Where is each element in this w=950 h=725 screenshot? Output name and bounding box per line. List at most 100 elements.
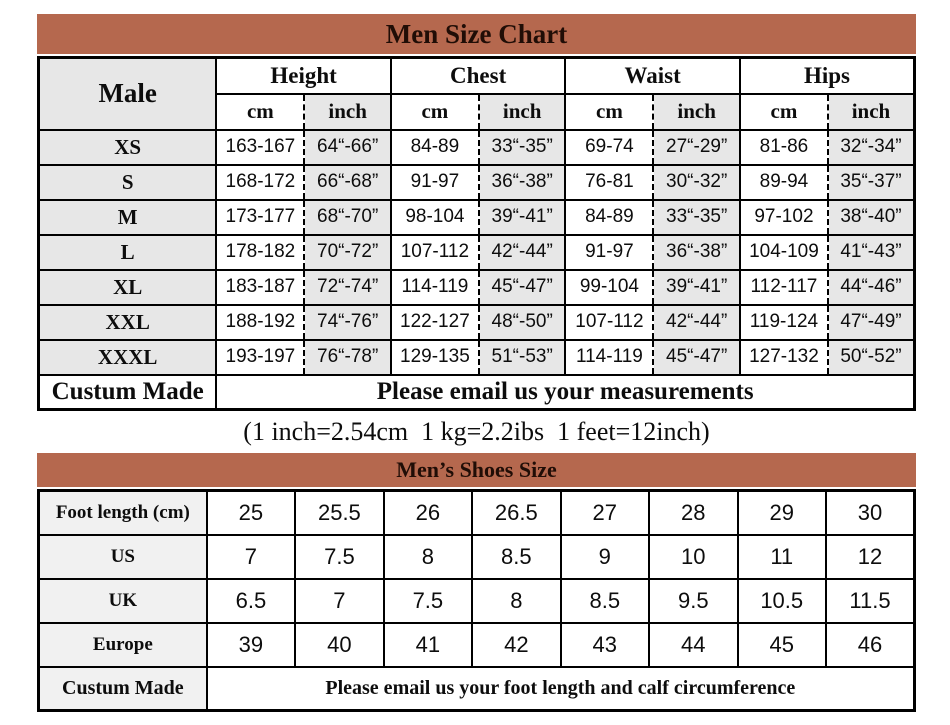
unit-header-cm: cm: [564, 92, 655, 131]
measurement-cell: 84-89: [564, 198, 655, 236]
measurement-cell: 35“-37”: [826, 163, 916, 201]
shoes-value-cell: 11.5: [824, 577, 916, 624]
measurement-cell: 91-97: [389, 163, 480, 201]
size-row-xxl: XXL 188-192 74“-76” 122-127 48“-50” 107-112 42…: [37, 303, 916, 341]
unit-header-cm: cm: [215, 92, 306, 131]
measurement-cell: 27“-29”: [652, 128, 741, 166]
shoes-chart-section: Men’s Shoes Size Foot length (cm) 25 25.5 2…: [37, 453, 916, 712]
measurement-cell: 32“-34”: [826, 128, 916, 166]
measurement-cell: 38“-40”: [826, 198, 916, 236]
shoes-value-cell: 30: [824, 489, 916, 536]
size-row-s: S 168-172 66“-68” 91-97 36“-38” 76-81 30“-32” 8…: [37, 163, 916, 201]
size-label-cell: XXL: [37, 303, 218, 341]
unit-header-inch: inch: [652, 92, 741, 131]
measurement-cell: 76-81: [564, 163, 655, 201]
shoes-value-cell: 25: [205, 489, 297, 536]
custom-made-row: Custum Made Please email us your measure…: [37, 373, 916, 411]
shoes-value-cell: 26.5: [471, 489, 562, 536]
shoes-value-cell: 45: [736, 621, 827, 668]
measurement-cell: 30“-32”: [652, 163, 741, 201]
shoes-value-cell: 9: [559, 533, 651, 580]
measurement-cell: 48“-50”: [477, 303, 567, 341]
measurement-cell: 129-135: [389, 338, 480, 376]
shoes-value-cell: 42: [471, 621, 562, 668]
measurement-cell: 104-109: [738, 233, 829, 271]
measurement-cell: 72“-74”: [303, 268, 392, 306]
custom-made-message: Please email us your measurements: [215, 373, 916, 411]
shoes-custom-made-label: Custum Made: [37, 665, 208, 712]
measurement-cell: 91-97: [564, 233, 655, 271]
measurement-cell: 122-127: [389, 303, 480, 341]
measurement-cell: 168-172: [215, 163, 306, 201]
measurement-cell: 51“-53”: [477, 338, 567, 376]
group-header-height: Height: [215, 56, 392, 95]
measurement-cell: 50“-52”: [826, 338, 916, 376]
measurement-cell: 69-74: [564, 128, 655, 166]
measurement-cell: 42“-44”: [652, 303, 741, 341]
conversion-note: (1 inch=2.54cm 1 kg=2.2ibs 1 feet=12inch…: [243, 417, 710, 446]
measurement-cell: 36“-38”: [652, 233, 741, 271]
shoes-custom-made-message: Please email us your foot length and cal…: [205, 665, 916, 712]
measurement-cell: 89-94: [738, 163, 829, 201]
shoes-value-cell: 25.5: [294, 489, 385, 536]
shoes-value-cell: 7: [294, 577, 385, 624]
measurement-cell: 97-102: [738, 198, 829, 236]
measurement-cell: 44“-46”: [826, 268, 916, 306]
size-row-m: M 173-177 68“-70” 98-104 39“-41” 84-89 33“-35”…: [37, 198, 916, 236]
shoes-title: Men’s Shoes Size: [396, 457, 557, 482]
shoes-value-cell: 39: [205, 621, 297, 668]
measurement-cell: 107-112: [564, 303, 655, 341]
shoes-value-cell: 46: [824, 621, 916, 668]
unit-header-cm: cm: [738, 92, 829, 131]
unit-header-inch: inch: [303, 92, 392, 131]
men-size-chart-title: Men Size Chart: [385, 19, 568, 49]
group-header-chest: Chest: [389, 56, 567, 95]
shoes-value-cell: 28: [648, 489, 739, 536]
corner-cell-male: Male: [37, 56, 218, 131]
men-size-chart-table: Male Height Chest Waist Hips cm inch cm inc…: [37, 56, 916, 411]
measurement-cell: 36“-38”: [477, 163, 567, 201]
shoes-value-cell: 7.5: [294, 533, 385, 580]
group-header-waist: Waist: [564, 56, 741, 95]
size-label-cell: S: [37, 163, 218, 201]
shoes-row-label: Foot length (cm): [37, 489, 208, 536]
measurement-cell: 45“-47”: [477, 268, 567, 306]
measurement-cell: 119-124: [738, 303, 829, 341]
shoes-value-cell: 10.5: [736, 577, 827, 624]
measurement-cell: 33“-35”: [652, 198, 741, 236]
shoes-value-cell: 9.5: [648, 577, 739, 624]
shoes-size-table: Foot length (cm) 25 25.5 26 26.5 27 28 29 30 US 7 7…: [37, 489, 916, 712]
measurement-cell: 178-182: [215, 233, 306, 271]
shoes-value-cell: 29: [736, 489, 827, 536]
shoes-value-cell: 40: [294, 621, 385, 668]
size-label-cell: XL: [37, 268, 218, 306]
shoes-value-cell: 11: [736, 533, 827, 580]
shoes-value-cell: 10: [648, 533, 739, 580]
shoes-row: US 7 7.5 8 8.5 9 10 11 12: [37, 533, 916, 580]
measurement-cell: 114-119: [389, 268, 480, 306]
unit-header-inch: inch: [826, 92, 916, 131]
size-row-l: L 178-182 70“-72” 107-112 42“-44” 91-97 36“-38…: [37, 233, 916, 271]
unit-header-inch: inch: [477, 92, 567, 131]
measurement-cell: 173-177: [215, 198, 306, 236]
shoes-value-cell: 8: [382, 533, 474, 580]
shoes-row: UK 6.5 7 7.5 8 8.5 9.5 10.5 11.5: [37, 577, 916, 624]
unit-header-cm: cm: [389, 92, 480, 131]
shoes-value-cell: 27: [559, 489, 651, 536]
size-label-cell: L: [37, 233, 218, 271]
measurement-cell: 64“-66”: [303, 128, 392, 166]
shoes-value-cell: 26: [382, 489, 474, 536]
measurement-cell: 74“-76”: [303, 303, 392, 341]
unit-header-row: cm inch cm inch cm inch cm inch: [39, 92, 916, 131]
measurement-cell: 112-117: [738, 268, 829, 306]
shoes-value-cell: 43: [559, 621, 651, 668]
shoes-title-bar: Men’s Shoes Size: [37, 453, 916, 487]
shoes-row-label: Europe: [37, 621, 208, 668]
shoes-value-cell: 7.5: [382, 577, 474, 624]
measurement-cell: 84-89: [389, 128, 480, 166]
measurement-cell: 47“-49”: [826, 303, 916, 341]
size-row-xxxl: XXXL 193-197 76“-78” 129-135 51“-53” 114-119 4…: [37, 338, 916, 376]
measurement-cell: 76“-78”: [303, 338, 392, 376]
measurement-cell: 99-104: [564, 268, 655, 306]
measurement-cell: 42“-44”: [477, 233, 567, 271]
